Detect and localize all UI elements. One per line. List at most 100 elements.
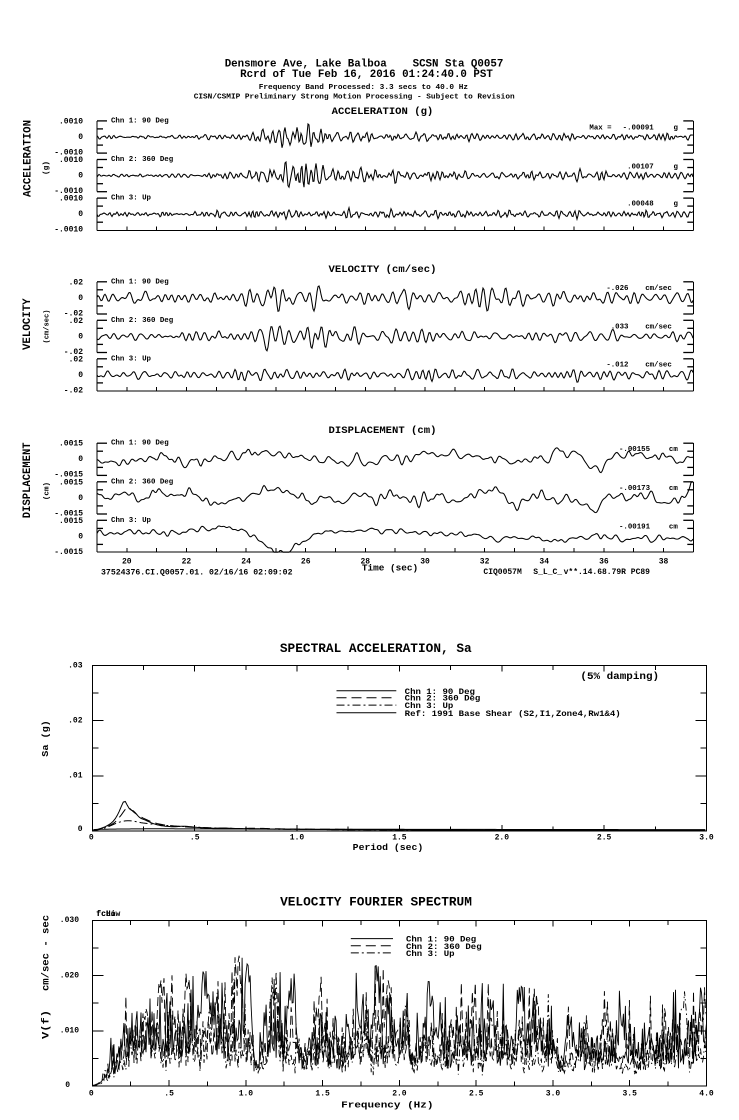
svg-text:Chn 1: 90 Deg: Chn 1: 90 Deg: [111, 278, 169, 286]
svg-text:Chn 3: Up: Chn 3: Up: [111, 195, 152, 203]
svg-text:Chn 1: 90 Deg: Chn 1: 90 Deg: [406, 935, 476, 945]
svg-text:2.5: 2.5: [469, 1089, 484, 1098]
svg-text:Max =: Max =: [589, 124, 612, 132]
svg-text:Chn 1: 90 Deg: Chn 1: 90 Deg: [111, 117, 169, 125]
svg-text:cm/sec: cm/sec: [645, 361, 672, 369]
svg-text:fcHi: fcHi: [96, 911, 116, 919]
svg-text:0: 0: [89, 1089, 94, 1098]
svg-text:36: 36: [599, 557, 609, 566]
svg-text:.00107: .00107: [627, 164, 654, 172]
svg-text:Sa (g): Sa (g): [41, 720, 51, 757]
svg-text:g: g: [674, 201, 679, 209]
svg-text:cm: cm: [669, 485, 678, 493]
svg-text:-.00155: -.00155: [619, 446, 651, 454]
svg-text:fcLow: fcLow: [96, 911, 120, 919]
svg-text:37524376.CI.Q0057.01. 02/16/16: 37524376.CI.Q0057.01. 02/16/16 02:09:02: [101, 569, 293, 577]
svg-text:22: 22: [182, 557, 192, 566]
svg-text:Chn 3: Up: Chn 3: Up: [406, 949, 455, 959]
svg-text:0: 0: [78, 455, 83, 464]
svg-text:0: 0: [78, 494, 83, 503]
svg-text:.010: .010: [60, 1027, 79, 1036]
svg-text:-.00191: -.00191: [619, 524, 651, 532]
svg-text:Frequency Band Processed: 3.3: Frequency Band Processed: 3.3 secs to 40…: [259, 84, 469, 92]
svg-text:CISN/CSMIP Preliminary Strong: CISN/CSMIP Preliminary Strong Motion Pro…: [194, 93, 515, 101]
svg-text:V(f): V(f): [41, 1010, 53, 1039]
svg-text:2.0: 2.0: [392, 1089, 407, 1098]
svg-text:.033: .033: [611, 323, 629, 331]
svg-text:.0010: .0010: [59, 195, 83, 204]
svg-text:0: 0: [78, 532, 83, 541]
svg-text:.01: .01: [68, 771, 83, 780]
svg-text:Chn 1: 90 Deg: Chn 1: 90 Deg: [405, 687, 475, 697]
svg-text:.0010: .0010: [59, 117, 83, 126]
svg-text:0: 0: [65, 1081, 70, 1090]
svg-text:32: 32: [480, 557, 490, 566]
svg-text:DISPLACEMENT: DISPLACEMENT: [22, 442, 34, 518]
svg-text:Chn 2: 360 Deg: Chn 2: 360 Deg: [405, 694, 481, 704]
svg-text:.5: .5: [190, 833, 200, 842]
svg-text:0: 0: [78, 210, 83, 219]
svg-text:.02: .02: [69, 278, 84, 287]
svg-text:.0010: .0010: [59, 156, 83, 165]
svg-text:-.02: -.02: [64, 309, 83, 318]
svg-text:3.0: 3.0: [546, 1089, 561, 1098]
svg-text:Chn 2: 360 Deg: Chn 2: 360 Deg: [111, 317, 174, 325]
svg-text:4.0: 4.0: [699, 1089, 714, 1098]
svg-text:1.0: 1.0: [290, 833, 305, 842]
svg-text:VELOCITY FOURIER SPECTRUM: VELOCITY FOURIER SPECTRUM: [280, 895, 472, 910]
svg-text:-.02: -.02: [64, 348, 83, 357]
svg-text:2.5: 2.5: [597, 833, 612, 842]
svg-text:.030: .030: [60, 916, 79, 925]
svg-text:VELOCITY (cm/sec): VELOCITY (cm/sec): [329, 264, 437, 276]
svg-text:cm: cm: [669, 524, 678, 532]
svg-text:.02: .02: [69, 317, 84, 326]
svg-text:.02: .02: [68, 716, 83, 725]
svg-text:(cm/sec): (cm/sec): [44, 310, 52, 344]
svg-text:0: 0: [78, 172, 83, 181]
svg-text:Chn 3: Up: Chn 3: Up: [111, 517, 152, 525]
svg-text:24: 24: [241, 557, 251, 566]
svg-text:38: 38: [659, 557, 669, 566]
svg-text:20: 20: [122, 557, 132, 566]
svg-text:0: 0: [89, 833, 94, 842]
svg-text:cm/sec - sec: cm/sec - sec: [41, 915, 53, 991]
svg-text:26: 26: [301, 557, 311, 566]
svg-text:g: g: [674, 164, 679, 172]
svg-text:-.0010: -.0010: [54, 226, 83, 235]
svg-text:1.5: 1.5: [392, 833, 407, 842]
svg-text:VELOCITY: VELOCITY: [22, 298, 34, 350]
svg-text:cm/sec: cm/sec: [645, 323, 672, 331]
svg-text:-.012: -.012: [606, 361, 628, 369]
svg-text:Time (sec): Time (sec): [362, 563, 418, 574]
svg-text:.00048: .00048: [627, 201, 654, 209]
svg-text:v**.14.68.79R PC89: v**.14.68.79R PC89: [564, 569, 651, 577]
svg-text:ACCELERATION (g): ACCELERATION (g): [332, 106, 434, 118]
svg-text:-.02: -.02: [64, 386, 83, 395]
svg-text:3.5: 3.5: [622, 1089, 637, 1098]
svg-text:Chn 2: 360 Deg: Chn 2: 360 Deg: [111, 156, 174, 164]
svg-text:.0015: .0015: [59, 478, 83, 487]
svg-text:28: 28: [360, 557, 370, 566]
svg-text:SPECTRAL ACCELERATION, Sa: SPECTRAL ACCELERATION, Sa: [280, 641, 472, 656]
svg-text:(g): (g): [43, 161, 51, 175]
svg-text:-.00173: -.00173: [619, 485, 651, 493]
svg-text:CIQ0057M: CIQ0057M: [483, 569, 522, 577]
svg-text:.0015: .0015: [59, 517, 83, 526]
svg-text:(5% damping): (5% damping): [580, 671, 659, 683]
svg-text:0: 0: [78, 133, 83, 142]
svg-text:Frequency (Hz): Frequency (Hz): [341, 1099, 433, 1110]
svg-text:-.0010: -.0010: [54, 187, 83, 196]
svg-text:.5: .5: [164, 1089, 174, 1098]
svg-text:S_L_C_: S_L_C_: [533, 569, 562, 577]
svg-text:Chn 1: 90 Deg: Chn 1: 90 Deg: [111, 440, 169, 448]
svg-text:1.0: 1.0: [239, 1089, 254, 1098]
svg-text:DISPLACEMENT (cm): DISPLACEMENT (cm): [329, 425, 437, 437]
svg-text:0: 0: [78, 371, 83, 380]
svg-text:0: 0: [78, 332, 83, 341]
svg-text:Chn 2: 360 Deg: Chn 2: 360 Deg: [406, 942, 482, 952]
svg-text:.03: .03: [68, 661, 83, 670]
svg-text:-.00091: -.00091: [623, 124, 655, 132]
svg-text:34: 34: [539, 557, 549, 566]
svg-text:-.0015: -.0015: [54, 548, 83, 557]
svg-text:.02: .02: [69, 355, 84, 364]
